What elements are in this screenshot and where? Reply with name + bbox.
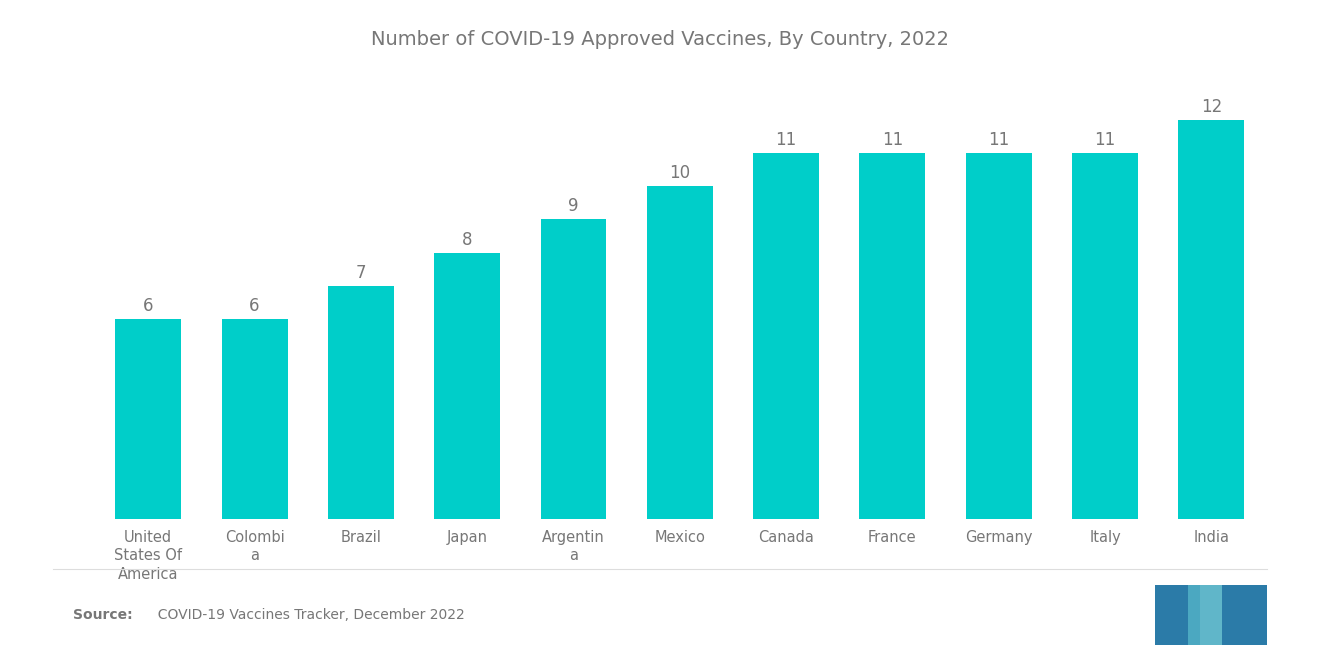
Text: COVID-19 Vaccines Tracker, December 2022: COVID-19 Vaccines Tracker, December 2022 [149, 608, 465, 622]
Bar [327, 286, 393, 519]
Text: Number of COVID-19 Approved Vaccines, By Country, 2022: Number of COVID-19 Approved Vaccines, By… [371, 30, 949, 49]
Bar [1155, 585, 1200, 645]
Bar [541, 219, 606, 519]
Bar [115, 319, 181, 519]
Bar [754, 153, 818, 519]
Text: 6: 6 [249, 297, 260, 315]
Text: 7: 7 [355, 264, 366, 282]
Text: Source:: Source: [73, 608, 132, 622]
Bar [1221, 585, 1267, 645]
Bar [222, 319, 288, 519]
Bar [1179, 120, 1245, 519]
Bar [1188, 585, 1233, 645]
Bar [859, 153, 925, 519]
Bar [434, 253, 500, 519]
Text: 12: 12 [1201, 98, 1222, 116]
Text: 6: 6 [143, 297, 153, 315]
Text: 10: 10 [669, 164, 690, 182]
Text: 8: 8 [462, 231, 473, 249]
Text: 11: 11 [882, 131, 903, 149]
Text: 9: 9 [568, 198, 578, 215]
Bar [966, 153, 1032, 519]
Text: 11: 11 [1094, 131, 1115, 149]
Text: 11: 11 [775, 131, 797, 149]
Bar [647, 186, 713, 519]
Bar [1072, 153, 1138, 519]
Text: 11: 11 [989, 131, 1010, 149]
